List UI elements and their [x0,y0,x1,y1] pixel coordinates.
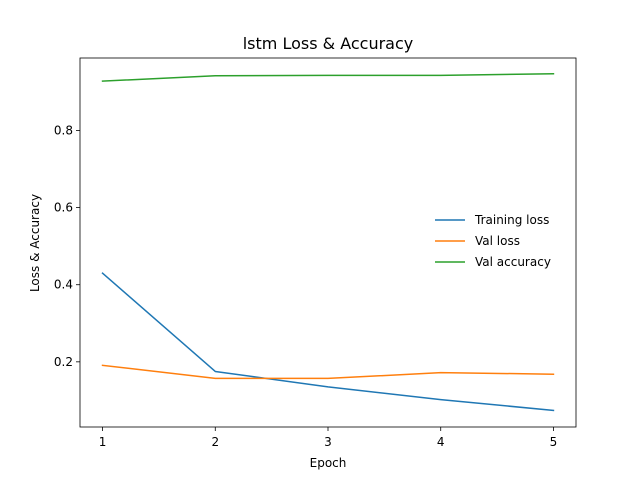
legend: Training loss Val loss Val accuracy [435,213,551,269]
series-line-0 [101,272,555,412]
y-tick-label: 0.4 [54,278,73,292]
legend-label-0: Training loss [474,213,549,227]
x-tick-label: 2 [211,435,219,449]
x-tick-label: 5 [550,435,558,449]
legend-label-1: Val loss [475,234,520,248]
series-line-1 [101,364,555,380]
x-tick-label: 4 [437,435,445,449]
x-axis-label: Epoch [310,456,347,470]
chart-title: lstm Loss & Accuracy [243,34,414,53]
y-tick-label: 0.2 [54,355,73,369]
x-tick-label: 3 [324,435,332,449]
plot-area: 1 2 3 4 5 0.2 0.4 0.6 0.8 [54,57,577,449]
legend-label-2: Val accuracy [475,255,551,269]
series-line-2 [101,73,555,82]
y-tick-label: 0.6 [54,201,73,215]
x-tick-label: 1 [99,435,107,449]
y-tick-label: 0.8 [54,123,73,137]
y-axis-label: Loss & Accuracy [28,194,42,292]
